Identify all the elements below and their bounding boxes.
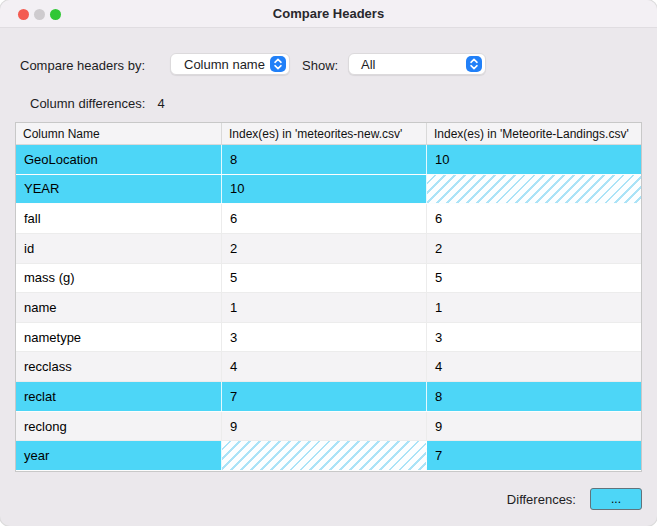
show-popup[interactable]: All xyxy=(348,53,486,75)
cell-index-landings: 5 xyxy=(427,264,641,293)
cell-column-name: year xyxy=(16,441,222,470)
cell-column-name: id xyxy=(16,234,222,263)
cell-index-new: 2 xyxy=(222,234,427,263)
show-label: Show: xyxy=(302,58,338,73)
window-title: Compare Headers xyxy=(273,6,384,21)
cell-column-name: reclong xyxy=(16,412,222,441)
ellipsis-label: ... xyxy=(611,492,621,506)
chevron-up-down-icon xyxy=(466,56,482,72)
table-body: GeoLocation810YEAR10fall66id22mass (g)55… xyxy=(16,145,641,471)
table-row[interactable]: GeoLocation810 xyxy=(16,145,641,175)
cell-column-name: nametype xyxy=(16,323,222,352)
cell-index-new: 7 xyxy=(222,382,427,411)
cell-index-new: 8 xyxy=(222,145,427,174)
table-row[interactable]: mass (g)55 xyxy=(16,264,641,294)
cell-column-name: GeoLocation xyxy=(16,145,222,174)
column-header-index-new[interactable]: Index(es) in 'meteorites-new.csv' xyxy=(222,123,427,144)
cell-index-landings: 1 xyxy=(427,293,641,322)
cell-column-name: fall xyxy=(16,204,222,233)
compare-by-value: Column name xyxy=(184,57,265,72)
cell-index-landings: 10 xyxy=(427,145,641,174)
table-row[interactable]: recclass44 xyxy=(16,352,641,382)
column-header-name[interactable]: Column Name xyxy=(16,123,222,144)
cell-index-landings: 6 xyxy=(427,204,641,233)
minimize-button[interactable] xyxy=(34,9,45,20)
differences-label: Differences: xyxy=(507,492,576,507)
cell-column-name: recclass xyxy=(16,352,222,381)
cell-column-name: reclat xyxy=(16,382,222,411)
traffic-lights xyxy=(18,9,61,20)
show-value: All xyxy=(361,57,375,72)
cell-index-new: 5 xyxy=(222,264,427,293)
cell-index-new xyxy=(222,441,427,470)
cell-index-landings: 7 xyxy=(427,441,641,470)
table-header: Column Name Index(es) in 'meteorites-new… xyxy=(16,123,641,145)
cell-index-new: 9 xyxy=(222,412,427,441)
cell-index-new: 6 xyxy=(222,204,427,233)
cell-index-landings: 2 xyxy=(427,234,641,263)
column-differences-summary: Column differences: 4 xyxy=(30,96,165,111)
cell-index-landings xyxy=(427,175,641,204)
compare-by-label: Compare headers by: xyxy=(20,58,145,73)
cell-column-name: YEAR xyxy=(16,175,222,204)
cell-index-new: 3 xyxy=(222,323,427,352)
cell-column-name: mass (g) xyxy=(16,264,222,293)
column-header-index-landings[interactable]: Index(es) in 'Meteorite-Landings.csv' xyxy=(427,123,641,144)
table-row[interactable]: YEAR10 xyxy=(16,175,641,205)
close-button[interactable] xyxy=(18,9,29,20)
table-row[interactable]: reclong99 xyxy=(16,412,641,442)
table-row[interactable]: fall66 xyxy=(16,204,641,234)
compare-headers-dialog: Compare Headers Compare headers by: Colu… xyxy=(0,0,657,526)
cell-index-landings: 3 xyxy=(427,323,641,352)
table-row[interactable]: nametype33 xyxy=(16,323,641,353)
column-differences-count: 4 xyxy=(157,96,164,111)
compare-by-popup[interactable]: Column name xyxy=(170,53,290,75)
cell-index-new: 4 xyxy=(222,352,427,381)
cell-index-landings: 4 xyxy=(427,352,641,381)
zoom-button[interactable] xyxy=(50,9,61,20)
footer: Differences: ... xyxy=(507,488,642,510)
column-differences-label: Column differences: xyxy=(30,96,145,111)
titlebar: Compare Headers xyxy=(0,0,657,28)
cell-index-landings: 8 xyxy=(427,382,641,411)
chevron-up-down-icon xyxy=(270,56,286,72)
cell-index-new: 10 xyxy=(222,175,427,204)
table-row[interactable]: reclat78 xyxy=(16,382,641,412)
headers-table: Column Name Index(es) in 'meteorites-new… xyxy=(15,122,642,472)
cell-index-new: 1 xyxy=(222,293,427,322)
cell-index-landings: 9 xyxy=(427,412,641,441)
table-row[interactable]: name11 xyxy=(16,293,641,323)
differences-ellipsis-button[interactable]: ... xyxy=(590,488,642,510)
table-row[interactable]: year 7 xyxy=(16,441,641,471)
table-row[interactable]: id22 xyxy=(16,234,641,264)
cell-column-name: name xyxy=(16,293,222,322)
